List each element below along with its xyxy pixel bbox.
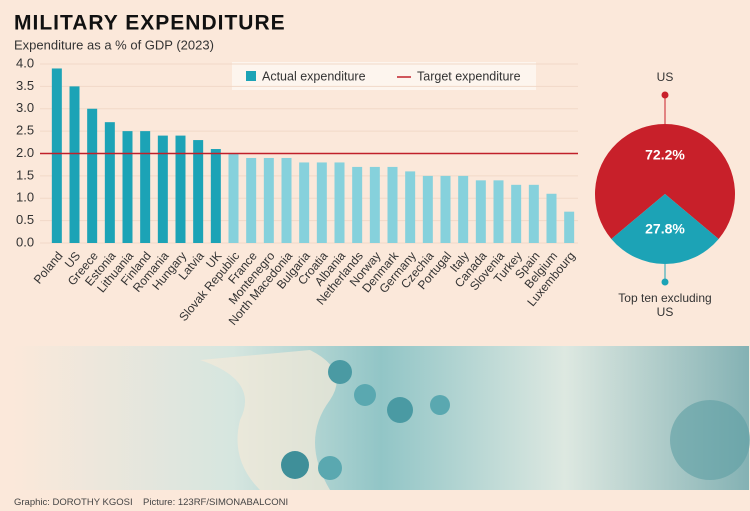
bar <box>175 135 186 243</box>
bar <box>493 180 504 243</box>
bar <box>440 175 451 243</box>
bar <box>334 162 345 243</box>
map-picture <box>13 346 750 490</box>
bar <box>369 166 380 243</box>
value-label: 72.2% <box>645 147 685 163</box>
leader-dot <box>661 278 669 286</box>
credit: Graphic: DOROTHY KGOSI <box>14 497 133 508</box>
y-tick-label: 1.5 <box>16 167 34 182</box>
bar <box>475 180 486 243</box>
legend-label: Target expenditure <box>417 69 521 83</box>
bar <box>87 108 98 243</box>
bar <box>316 162 327 243</box>
bar <box>69 86 80 243</box>
bar <box>51 68 62 243</box>
y-tick-label: 0.0 <box>16 234 34 249</box>
bar <box>387 166 398 243</box>
y-tick-label: 4.0 <box>16 55 34 70</box>
bar <box>405 171 416 243</box>
bar <box>246 157 257 243</box>
bar <box>281 157 292 243</box>
y-tick-label: 2.5 <box>16 123 34 138</box>
x-tick-label: Poland <box>31 249 66 287</box>
bar <box>422 175 433 243</box>
y-tick-label: 0.5 <box>16 212 34 227</box>
value-label: 27.8% <box>645 221 685 237</box>
pie-slice <box>611 194 719 265</box>
title: MILITARY EXPENDITURE <box>14 12 286 35</box>
pie-label: Top ten excluding US <box>618 291 712 319</box>
pie-slice <box>595 124 735 239</box>
bar <box>511 184 522 243</box>
bar <box>122 131 133 243</box>
pie-label: US <box>656 70 674 84</box>
y-tick-label: 3.5 <box>16 78 34 93</box>
y-tick-label: 3.0 <box>16 100 34 115</box>
bar <box>546 193 557 243</box>
bar <box>193 140 204 243</box>
bar <box>104 122 115 243</box>
bar <box>299 162 310 243</box>
leader-dot <box>661 91 669 99</box>
bar <box>228 153 239 243</box>
bar <box>210 149 221 243</box>
bar <box>352 166 363 243</box>
bar <box>263 157 274 243</box>
y-tick-label: 1.0 <box>16 190 34 205</box>
bar <box>140 131 151 243</box>
bar <box>528 184 539 243</box>
legend-label: Actual expenditure <box>262 69 366 83</box>
subtitle: Expenditure as a % of GDP (2023) <box>14 37 214 52</box>
bar <box>157 135 168 243</box>
y-tick-label: 2.0 <box>16 145 34 160</box>
credit: Picture: 123RF/SIMONABALCONI <box>143 497 289 508</box>
bar <box>564 211 575 243</box>
legend-swatch <box>246 71 256 81</box>
bar <box>458 175 469 243</box>
legend-box <box>232 62 536 90</box>
